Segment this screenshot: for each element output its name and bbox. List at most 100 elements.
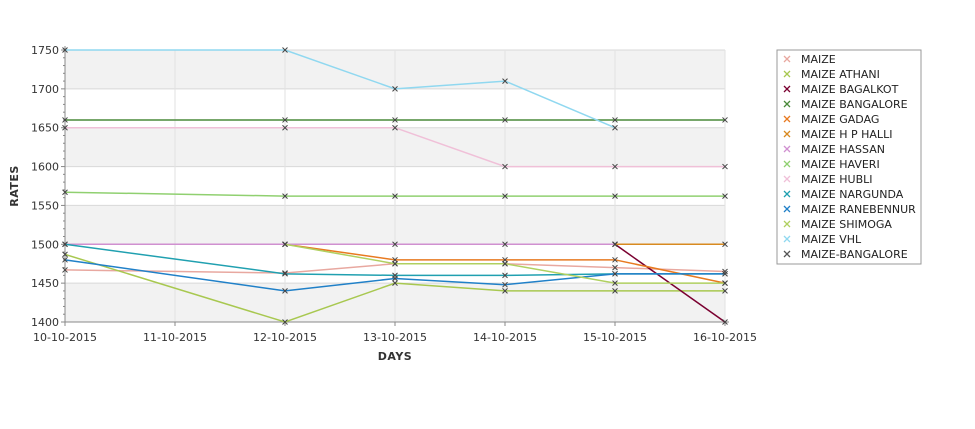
data-point: [392, 241, 398, 248]
series-line: [64, 259, 725, 292]
grid-lines: [64, 49, 726, 323]
data-point: [502, 260, 508, 267]
y-tick-label: 1700: [31, 83, 59, 96]
data-point: [722, 319, 728, 325]
data-point: [282, 124, 288, 131]
legend-marker: [783, 115, 791, 123]
x-tick-label: 11-10-2015: [143, 331, 207, 344]
x-tick-label: 10-10-2015: [33, 331, 97, 344]
data-point: [612, 256, 618, 263]
legend-box: [776, 49, 922, 265]
data-point: [282, 117, 288, 123]
y-tick-label: 1400: [31, 316, 59, 329]
y-axis-title: RATES: [8, 165, 21, 207]
y-tick-label: 1450: [31, 277, 59, 290]
y-tick-label: 1650: [31, 122, 59, 135]
legend-label: MAIZE ATHANI: [801, 68, 880, 81]
data-point: [282, 193, 288, 199]
y-tick-label: 1600: [31, 161, 59, 174]
data-point: [502, 241, 508, 248]
legend-label: MAIZE HAVERI: [801, 158, 880, 171]
legend-marker: [783, 55, 791, 63]
series-line: [64, 191, 725, 197]
legend-marker: [783, 100, 791, 108]
legend-marker: [783, 220, 791, 228]
data-point: [502, 288, 508, 294]
data-point: [722, 280, 728, 286]
data-point: [62, 47, 68, 53]
data-point: [612, 288, 618, 294]
legend-label: MAIZE H P HALLI: [801, 128, 892, 141]
data-point: [62, 189, 68, 196]
data-point: [62, 124, 68, 131]
y-tick-label: 1750: [31, 44, 59, 57]
series-markers: [62, 47, 728, 325]
legend-marker: [783, 250, 791, 258]
data-point: [612, 193, 618, 199]
legend-label: MAIZE HASSAN: [801, 143, 885, 156]
data-point: [282, 241, 288, 248]
data-point: [282, 270, 288, 276]
data-point: [62, 117, 68, 123]
legend-marker: [783, 205, 791, 213]
data-point: [502, 78, 508, 84]
data-point: [62, 241, 68, 248]
data-point: [722, 268, 728, 275]
data-point: [502, 117, 508, 123]
x-axis-title: DAYS: [378, 350, 412, 363]
data-point: [392, 117, 398, 123]
data-point: [612, 117, 618, 123]
data-point: [612, 163, 618, 170]
data-point: [62, 267, 68, 273]
legend-marker: [783, 85, 791, 93]
data-point: [722, 288, 728, 294]
legend-label: MAIZE SHIMOGA: [801, 218, 892, 231]
data-point: [392, 275, 398, 282]
data-point: [502, 163, 508, 170]
y-tick-label: 1500: [31, 238, 59, 251]
x-tick-label: 12-10-2015: [253, 331, 317, 344]
data-point: [392, 86, 398, 92]
data-point: [612, 124, 618, 131]
data-point: [722, 241, 728, 248]
legend-marker: [783, 235, 791, 243]
data-point: [392, 280, 398, 286]
legend-label: MAIZE BANGALORE: [801, 98, 908, 111]
x-tick-label: 15-10-2015: [583, 331, 647, 344]
data-point: [722, 193, 728, 199]
data-point: [612, 264, 618, 271]
x-tick-label: 16-10-2015: [693, 331, 757, 344]
y-tick-label: 1550: [31, 199, 59, 212]
legend-label: MAIZE VHL: [801, 233, 862, 246]
data-point: [722, 270, 728, 277]
series-line: [65, 126, 725, 168]
data-point: [282, 319, 288, 325]
data-point: [282, 47, 288, 53]
legend: MAIZE MAIZE ATHANI MAIZE BAGALKOT MAIZE BAN…: [776, 49, 922, 265]
legend-marker: [783, 145, 791, 153]
data-point: [502, 272, 508, 279]
legend-label: MAIZE HUBLI: [801, 173, 872, 186]
legend-label: MAIZE RANEBENNUR: [801, 203, 916, 216]
y-tick-labels: 1400 1450 1500 1550 1600 1650 1700 1750: [31, 44, 59, 329]
series-line: [64, 253, 725, 323]
data-point: [612, 270, 618, 277]
legend-label: MAIZE BAGALKOT: [801, 83, 899, 96]
data-point: [62, 256, 68, 263]
data-point: [282, 288, 288, 294]
data-point: [722, 117, 728, 123]
x-tick-label: 14-10-2015: [473, 331, 537, 344]
legend-marker: [783, 130, 791, 138]
data-point: [722, 163, 728, 170]
legend-marker: [783, 190, 791, 198]
data-point: [282, 270, 288, 277]
data-point: [392, 260, 398, 267]
x-tick-label: 13-10-2015: [363, 331, 427, 344]
legend-label: MAIZE-BANGALORE: [801, 248, 908, 261]
data-point: [612, 241, 618, 248]
legend-label: MAIZE NARGUNDA: [801, 188, 904, 201]
legend-label: MAIZE: [801, 53, 836, 66]
data-point: [502, 281, 508, 288]
legend-marker: [783, 70, 791, 78]
